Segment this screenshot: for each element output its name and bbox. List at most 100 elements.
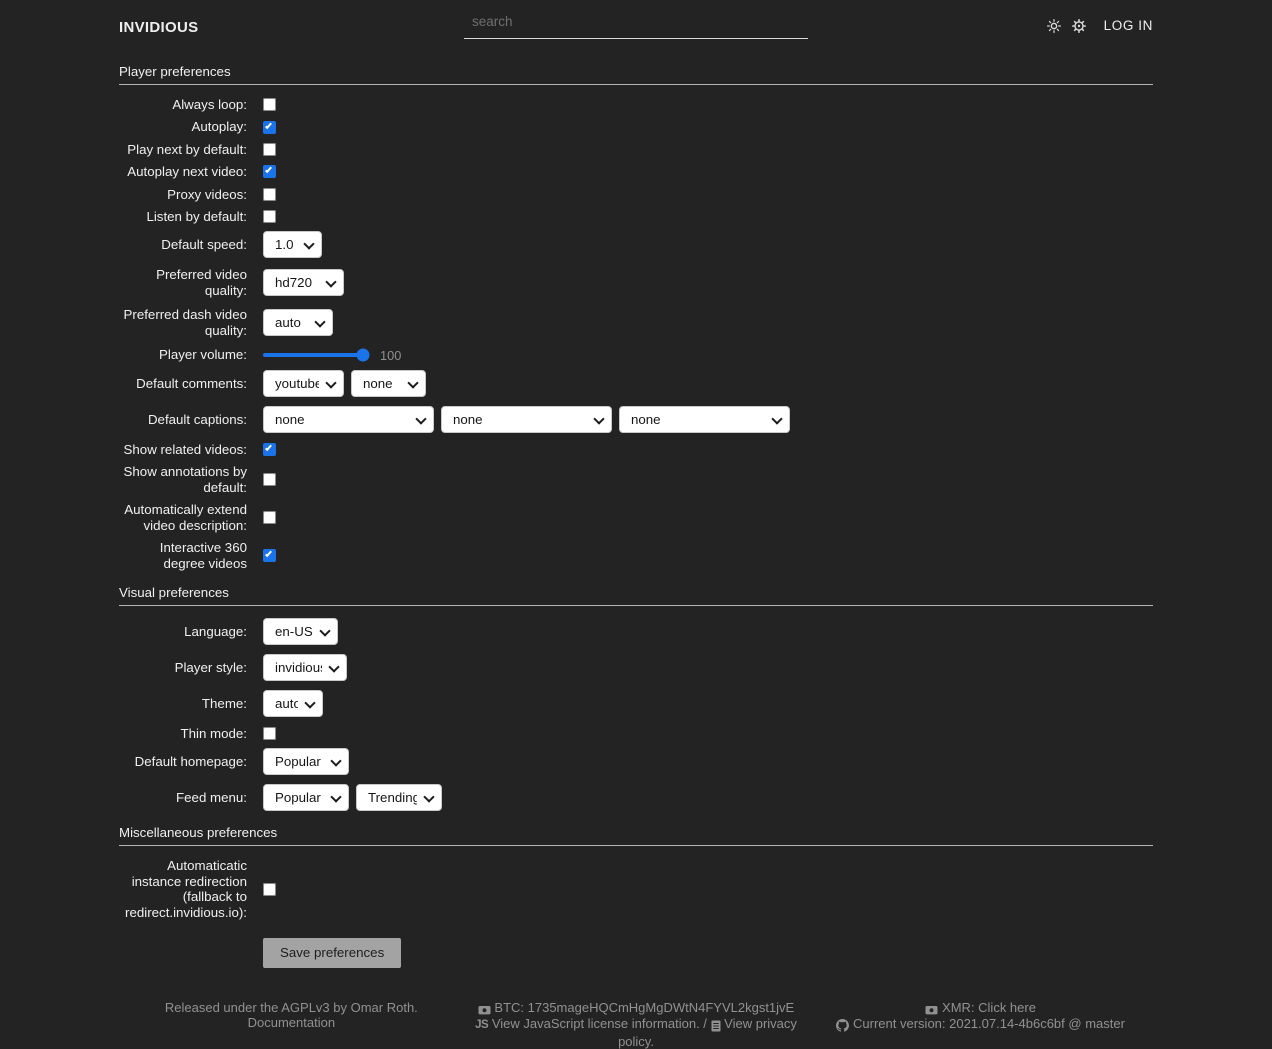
automatic-instance-redirection-checkbox[interactable]: [263, 882, 276, 896]
play-next-by-default-controls: [263, 143, 276, 157]
preferred-video-quality-controls: hd720: [263, 269, 344, 297]
theme-label: Theme:: [201, 695, 247, 711]
default-captions-controls: none none none: [263, 406, 790, 434]
default-captions-select-2: none: [441, 406, 612, 434]
autoplay-label: Autoplay:: [191, 119, 247, 135]
default-comments-label: Default comments:: [136, 375, 247, 391]
btc-address-text: BTC: 1735mageHQCmHgMgDWtN4FYVL2kgst1jvE: [494, 999, 795, 1015]
autoplay-next-video-checkbox[interactable]: [263, 165, 276, 179]
proxy-videos-controls: [263, 187, 276, 201]
default-comments-select-1-control[interactable]: youtube: [263, 370, 344, 398]
feed-menu-select-2: Trending: [356, 784, 442, 812]
preferred-dash-video-quality-select: auto: [263, 309, 333, 337]
always-loop-label: Always loop:: [172, 97, 247, 112]
js-license-link[interactable]: View JavaScript license information.: [491, 1016, 700, 1032]
play-next-by-default-checkbox[interactable]: [263, 143, 276, 157]
feed-menu-label: Feed menu:: [176, 790, 247, 806]
show-related-videos-controls: [263, 443, 276, 457]
pref-row-default-comments: Default comments: youtube none: [119, 370, 1153, 398]
show-annotations-by-default-controls: [263, 473, 276, 487]
player-style-select-control[interactable]: invidious: [263, 653, 347, 681]
pref-row-language: Language: en-US: [119, 617, 1153, 645]
current-version-text: Current version: 2021.07.14-4b6c6bf @ ma…: [853, 1016, 1125, 1032]
theme-select: auto: [263, 689, 323, 717]
default-captions-label: Default captions:: [147, 411, 247, 427]
pref-row-default-speed: Default speed: 1.0: [119, 231, 1153, 259]
thin-mode-checkbox[interactable]: [263, 727, 276, 741]
footer-license-column: Released under the AGPLv3 by Omar Roth. …: [119, 1000, 464, 1049]
topbar-right: LOG IN: [1046, 18, 1153, 33]
theme-controls: auto: [263, 689, 323, 717]
pref-row-listen-by-default: Listen by default:: [119, 209, 1153, 224]
default-homepage-label: Default homepage:: [134, 754, 247, 770]
interactive-360-degree-videos-checkbox[interactable]: [263, 549, 276, 562]
show-annotations-by-default-checkbox[interactable]: [263, 473, 276, 487]
theme-select-control[interactable]: auto: [263, 689, 323, 717]
player-volume-controls: 100: [263, 347, 401, 363]
feed-menu-select-1-control[interactable]: Popular: [263, 784, 349, 812]
thin-mode-label: Thin mode:: [180, 725, 247, 741]
default-comments-controls: youtube none: [263, 370, 426, 398]
search-input[interactable]: [464, 8, 808, 39]
footer-separator: /: [699, 1016, 711, 1032]
autoplay-next-video-label: Autoplay next video:: [127, 164, 247, 180]
always-loop-checkbox[interactable]: [263, 98, 276, 112]
always-loop-controls: [263, 98, 276, 112]
player-style-select: invidious: [263, 653, 347, 681]
footer-donate-column: BTC: 1735mageHQCmHgMgDWtN4FYVL2kgst1jvE …: [464, 1000, 809, 1049]
log-in-link[interactable]: LOG IN: [1103, 18, 1153, 33]
preferences-form: Player preferences Always loop: Autoplay: P…: [119, 64, 1153, 920]
preferred-video-quality-select-control[interactable]: hd720: [263, 269, 344, 297]
play-next-by-default-label: Play next by default:: [127, 141, 247, 157]
language-select: en-US: [263, 617, 338, 645]
xmr-click-here-link[interactable]: Click here: [978, 999, 1036, 1015]
feed-menu-select-2-control[interactable]: Trending: [356, 784, 442, 812]
invidious-logo[interactable]: INVIDIOUS: [119, 19, 199, 36]
pref-row-feed-menu: Feed menu: Popular Trending: [119, 784, 1153, 812]
default-captions-select-2-control[interactable]: none: [441, 406, 612, 434]
pref-row-show-annotations-by-default: Show annotations by default:: [119, 464, 1153, 495]
footer-version-column: XMR: Click here Current version: 2021.07…: [808, 1000, 1153, 1049]
pref-row-player-style: Player style: invidious: [119, 653, 1153, 681]
checkmark-icon: [265, 549, 272, 558]
default-homepage-select-control[interactable]: Popular: [263, 748, 349, 776]
preferred-video-quality-select: hd720: [263, 269, 344, 297]
proxy-videos-label: Proxy videos:: [167, 186, 247, 202]
interactive-360-degree-videos-controls: [263, 549, 276, 562]
preferred-dash-video-quality-select-control[interactable]: auto: [263, 309, 333, 337]
pref-row-show-related-videos: Show related videos:: [119, 442, 1153, 457]
default-comments-select-2-control[interactable]: none: [351, 370, 426, 398]
feed-menu-controls: Popular Trending: [263, 784, 442, 812]
save-preferences-button[interactable]: Save preferences: [263, 937, 402, 968]
pref-row-always-loop: Always loop:: [119, 97, 1153, 112]
listen-by-default-checkbox[interactable]: [263, 210, 276, 224]
visual-preferences-legend: Visual preferences: [119, 585, 1153, 606]
documentation-link[interactable]: Documentation: [247, 1015, 336, 1031]
default-speed-label: Default speed:: [161, 237, 247, 253]
autoplay-next-video-controls: [263, 165, 276, 179]
default-speed-select: 1.0: [263, 231, 322, 259]
preferred-video-quality-label: Preferred video quality:: [156, 267, 247, 298]
language-label: Language:: [184, 623, 247, 639]
show-related-videos-label: Show related videos:: [123, 442, 247, 458]
show-related-videos-checkbox[interactable]: [263, 443, 276, 457]
player-volume-slider[interactable]: [263, 348, 370, 362]
language-select-control[interactable]: en-US: [263, 617, 338, 645]
default-captions-select-3-control[interactable]: none: [619, 406, 790, 434]
pref-row-default-homepage: Default homepage: Popular: [119, 748, 1153, 776]
sun-icon[interactable]: [1046, 18, 1061, 33]
preferred-dash-video-quality-controls: auto: [263, 309, 333, 337]
automatic-instance-redirection-label: Automaticatic instance redirection (fall…: [125, 858, 247, 920]
javascript-icon: JS: [475, 1019, 489, 1032]
pref-row-proxy-videos: Proxy videos:: [119, 187, 1153, 202]
automatically-extend-video-description-checkbox[interactable]: [263, 511, 276, 525]
autoplay-checkbox[interactable]: [263, 120, 276, 134]
default-speed-select-control[interactable]: 1.0: [263, 231, 322, 259]
automatic-instance-redirection-controls: [263, 882, 276, 896]
slider-thumb[interactable]: [356, 348, 370, 362]
pref-row-interactive-360-degree-videos: Interactive 360 degree videos: [119, 540, 1153, 571]
proxy-videos-checkbox[interactable]: [263, 187, 276, 201]
gear-icon[interactable]: [1071, 18, 1086, 33]
default-captions-select-1-control[interactable]: none: [263, 406, 434, 434]
player-volume-value: 100: [380, 347, 402, 363]
